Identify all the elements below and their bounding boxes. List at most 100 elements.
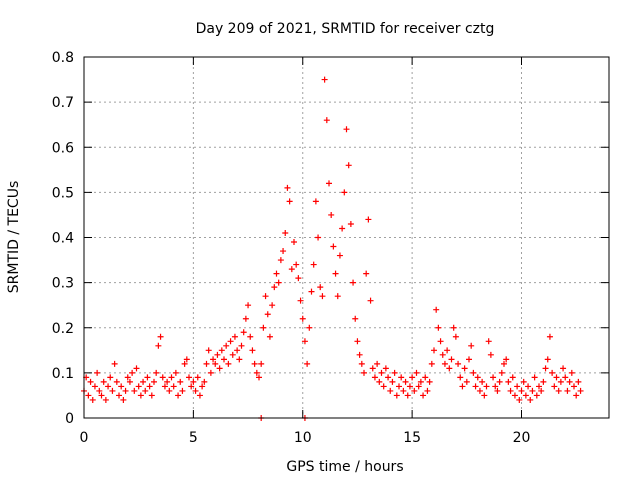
data-point (116, 392, 122, 399)
data-point (297, 297, 304, 304)
data-point (365, 216, 372, 223)
data-point (210, 356, 217, 363)
y-tick-label: 0 (65, 411, 74, 427)
data-point (568, 369, 575, 376)
y-tick-label: 0.4 (52, 231, 74, 247)
data-point (345, 162, 352, 169)
data-point (527, 396, 534, 403)
data-point (468, 342, 475, 349)
data-point (172, 369, 179, 376)
data-point (111, 360, 118, 367)
data-point (398, 374, 405, 381)
data-point (113, 378, 120, 385)
y-tick-label: 0.3 (52, 276, 74, 292)
data-point (122, 387, 129, 394)
data-point (231, 333, 238, 340)
data-point (367, 297, 374, 304)
data-point (336, 252, 343, 259)
data-point (102, 396, 109, 403)
data-point (207, 369, 214, 376)
data-point (361, 369, 367, 376)
data-point (155, 342, 162, 349)
data-point (131, 387, 138, 394)
data-point (494, 387, 501, 394)
data-point (474, 374, 481, 381)
data-point (100, 378, 107, 385)
data-point (459, 383, 466, 390)
data-point (205, 347, 212, 354)
data-point (277, 257, 284, 264)
data-point (518, 387, 525, 394)
data-point (148, 392, 155, 399)
data-point (221, 356, 227, 363)
data-point (330, 243, 337, 250)
data-point (146, 383, 153, 390)
data-point (304, 360, 311, 367)
data-point (347, 220, 354, 227)
data-point (516, 396, 523, 403)
data-point (507, 387, 514, 394)
data-point (446, 365, 453, 372)
y-tick-label: 0.7 (52, 95, 74, 111)
data-point (487, 351, 494, 358)
data-point (266, 333, 273, 340)
x-tick-label: 15 (403, 430, 421, 446)
data-point (564, 387, 571, 394)
data-point (262, 293, 269, 300)
data-point (396, 383, 402, 390)
data-point (533, 392, 540, 399)
data-point (164, 378, 171, 385)
data-point (306, 324, 313, 331)
data-point (551, 383, 558, 390)
data-point (186, 374, 192, 381)
data-point (420, 392, 427, 399)
data-point (463, 378, 470, 385)
data-point (402, 378, 409, 385)
data-point (94, 369, 101, 376)
data-point (369, 365, 376, 372)
data-point (225, 360, 232, 367)
data-point (505, 378, 512, 385)
data-point (310, 261, 317, 268)
data-points-layer (81, 76, 584, 421)
data-point (240, 329, 247, 336)
data-point (435, 324, 442, 331)
data-point (481, 392, 488, 399)
data-point (188, 383, 195, 390)
data-point (91, 383, 98, 390)
data-point (509, 374, 516, 381)
data-point (457, 374, 464, 381)
data-point (536, 383, 542, 390)
data-point (520, 378, 527, 385)
data-point (472, 383, 479, 390)
data-point (538, 387, 545, 394)
data-point (441, 360, 448, 367)
data-point (109, 387, 116, 394)
data-point (573, 392, 580, 399)
data-point (448, 356, 455, 363)
data-point (371, 374, 378, 381)
data-point (382, 365, 389, 372)
x-tick-label: 0 (80, 430, 89, 446)
data-point (439, 351, 446, 358)
data-point (269, 302, 276, 309)
data-point (358, 360, 365, 367)
data-point (120, 396, 127, 403)
data-point (249, 347, 256, 354)
data-point (275, 279, 282, 286)
data-point (96, 387, 103, 394)
data-point (159, 374, 166, 381)
data-point (411, 387, 418, 394)
data-point (334, 293, 341, 300)
data-point (126, 378, 133, 385)
y-tick-label: 0.6 (52, 140, 74, 156)
data-point (529, 387, 536, 394)
x-tick-label: 5 (189, 430, 198, 446)
data-point (422, 374, 429, 381)
data-point (522, 392, 529, 399)
data-point (301, 338, 308, 345)
data-point (282, 229, 289, 236)
data-point (542, 365, 549, 372)
x-axis-label: GPS time / hours (286, 459, 403, 475)
data-point (321, 76, 328, 83)
